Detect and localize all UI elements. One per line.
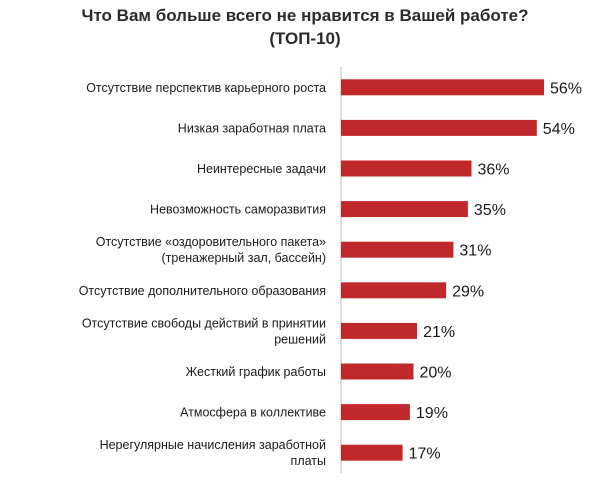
value-label-2: 54% — [543, 121, 575, 138]
category-label-2: Низкая заработная плата — [178, 121, 326, 135]
bar-4 — [341, 201, 468, 218]
category-label-line: Атмосфера в коллективе — [180, 406, 326, 420]
bar-10 — [341, 444, 403, 461]
category-label-1: Отсутствие перспектив карьерного роста — [86, 81, 326, 95]
category-label-line: (тренажерный зал, бассейн) — [161, 251, 326, 265]
chart-title: Что Вам больше всего не нравится в Вашей… — [81, 6, 529, 25]
value-label-5: 31% — [459, 243, 491, 260]
category-label-line: Неинтересные задачи — [197, 162, 326, 176]
category-label-10: Нерегулярные начисления заработной платы — [100, 438, 326, 468]
category-label-line: Низкая заработная плата — [178, 121, 326, 135]
category-label-line: решений — [274, 332, 326, 346]
category-label-line: Отсутствие свободы действий в принятии — [82, 316, 326, 330]
category-label-7: Отсутствие свободы действий в принятии ре… — [82, 316, 326, 346]
bars-layer: 56% Отсутствие перспектив карьерного рост… — [79, 79, 582, 468]
category-label-line: Отсутствие «оздоровительного пакета» — [96, 235, 326, 249]
bar-2 — [341, 119, 537, 136]
value-label-9: 19% — [416, 405, 448, 422]
category-label-line: платы — [291, 454, 326, 468]
bar-6 — [341, 282, 447, 299]
value-label-6: 29% — [452, 283, 484, 300]
category-label-9: Атмосфера в коллективе — [180, 406, 326, 420]
value-label-4: 35% — [474, 202, 506, 219]
chart-title-block: Что Вам больше всего не нравится в Вашей… — [0, 4, 610, 50]
bar-7 — [341, 322, 418, 339]
category-label-3: Неинтересные задачи — [197, 162, 326, 176]
bar-3 — [341, 160, 472, 177]
category-label-line: Отсутствие перспектив карьерного роста — [86, 81, 326, 95]
chart-subtitle: (ТОП-10) — [269, 29, 341, 48]
value-label-1: 56% — [550, 80, 582, 97]
value-label-10: 17% — [409, 446, 441, 463]
category-label-8: Жесткий график работы — [186, 365, 326, 379]
category-label-6: Отсутствие дополнительного образования — [79, 284, 326, 298]
bar-9 — [341, 404, 410, 421]
value-label-8: 20% — [420, 365, 452, 382]
category-label-5: Отсутствие «оздоровительного пакета» (тре… — [96, 235, 326, 265]
bar-1 — [341, 79, 544, 96]
category-label-line: Жесткий график работы — [186, 365, 326, 379]
category-label-4: Невозможность саморазвития — [150, 203, 326, 217]
category-label-line: Отсутствие дополнительного образования — [79, 284, 326, 298]
category-label-line: Невозможность саморазвития — [150, 203, 326, 217]
value-label-3: 36% — [478, 162, 510, 179]
category-label-line: Нерегулярные начисления заработной — [100, 438, 326, 452]
bar-8 — [341, 363, 414, 380]
value-label-7: 21% — [423, 324, 455, 341]
bar-5 — [341, 241, 454, 258]
